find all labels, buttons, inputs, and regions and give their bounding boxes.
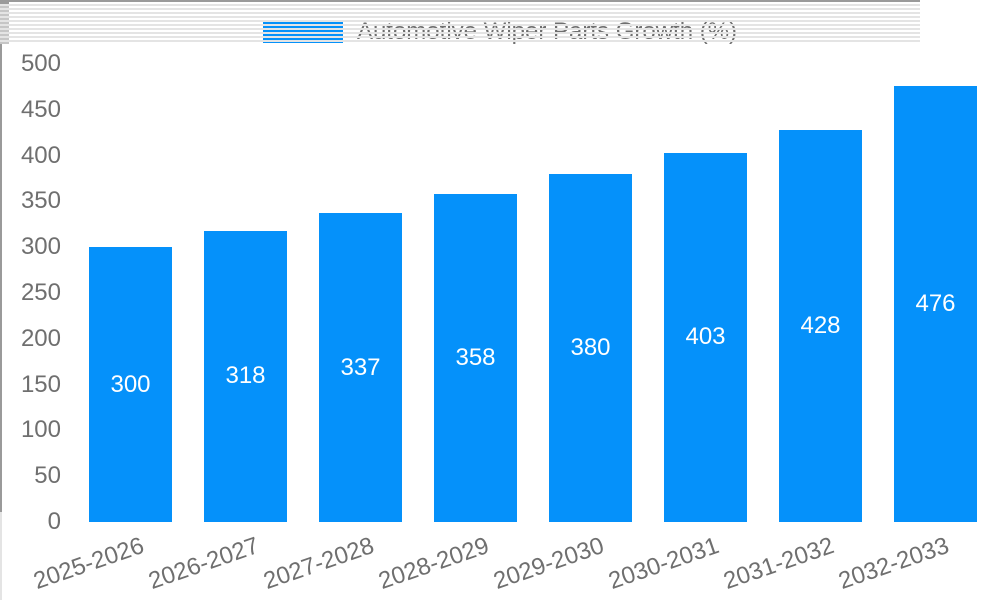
y-tick (0, 2, 9, 4)
y-tick (0, 14, 9, 16)
y-axis-line (0, 44, 2, 502)
y-tick (0, 10, 9, 12)
y-tick (0, 22, 9, 24)
bar[interactable]: 428 (779, 129, 862, 522)
y-gridline (0, 8, 920, 10)
y-tick-label: 150 (20, 370, 61, 398)
y-tick (0, 34, 9, 36)
y-tick-label: 450 (20, 95, 61, 123)
y-gridline (0, 16, 920, 18)
bar[interactable]: 300 (89, 247, 172, 522)
x-gridline (0, 512, 2, 600)
y-gridline (0, 40, 920, 42)
bar-value-label: 403 (685, 323, 726, 351)
y-tick-label: 400 (20, 141, 61, 169)
y-tick (0, 6, 9, 8)
y-gridline (0, 32, 920, 34)
bar-value-label: 358 (455, 344, 496, 372)
bar-value-label: 318 (225, 362, 266, 390)
y-tick-label: 500 (20, 50, 61, 77)
y-gridline (0, 24, 920, 26)
y-tick-label: 200 (20, 324, 61, 352)
y-tick (0, 38, 9, 40)
bar[interactable]: 318 (204, 230, 287, 522)
y-gridline (0, 20, 920, 22)
y-tick (0, 30, 9, 32)
y-tick (0, 26, 9, 28)
bar[interactable]: 380 (549, 173, 632, 522)
bar-value-label: 337 (340, 353, 381, 381)
y-tick-label: 0 (47, 508, 61, 535)
y-tick-label: 300 (20, 233, 61, 261)
bar[interactable]: 358 (434, 194, 517, 522)
y-gridline (0, 4, 920, 6)
y-gridline (0, 36, 920, 38)
y-gridline (0, 0, 920, 2)
y-tick-label: 100 (20, 416, 61, 444)
y-tick-label: 50 (34, 462, 61, 490)
y-tick (0, 42, 9, 44)
bar-value-label: 380 (570, 333, 611, 361)
bar[interactable]: 403 (664, 152, 747, 522)
y-tick (0, 18, 9, 20)
bar-value-label: 300 (110, 370, 151, 398)
y-tick-label: 350 (20, 187, 61, 215)
bar-value-label: 476 (915, 289, 956, 317)
bar[interactable]: 337 (319, 213, 402, 522)
bar-value-label: 428 (800, 311, 841, 339)
bar[interactable]: 476 (894, 85, 977, 522)
x-tick (0, 502, 2, 512)
y-gridline (0, 12, 920, 14)
y-tick-label: 250 (20, 279, 61, 306)
y-gridline (0, 28, 920, 30)
